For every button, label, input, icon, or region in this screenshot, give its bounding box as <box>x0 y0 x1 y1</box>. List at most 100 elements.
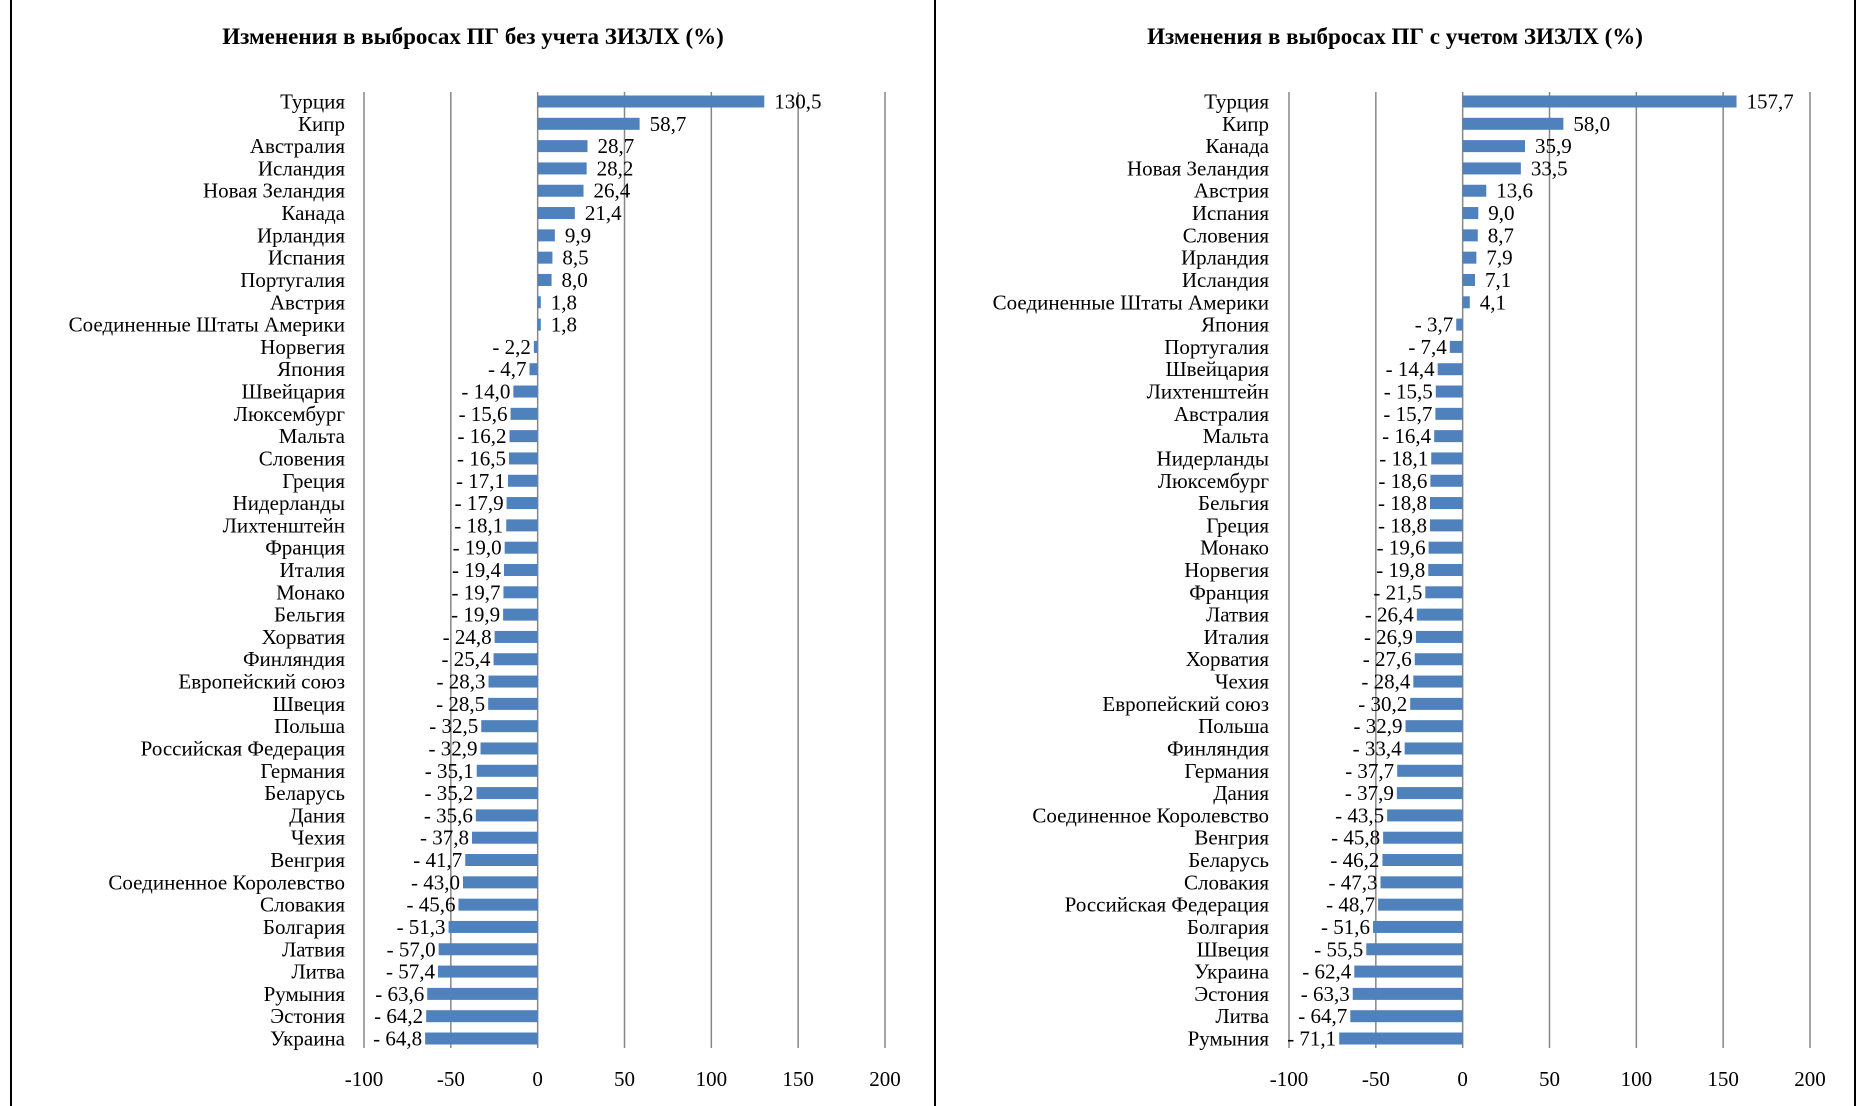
bar <box>1378 898 1463 911</box>
bar <box>1462 229 1478 242</box>
category-label: Португалия <box>240 268 345 292</box>
data-label: 9,0 <box>1488 201 1514 225</box>
category-label: Турция <box>1204 90 1269 114</box>
data-label: - 45,6 <box>406 893 455 917</box>
data-label: - 7,4 <box>1408 335 1447 359</box>
category-label: Лихтенштейн <box>223 513 345 537</box>
bar <box>1449 340 1463 353</box>
data-label: - 33,4 <box>1353 736 1402 760</box>
data-label: - 64,8 <box>373 1027 422 1051</box>
category-label: Германия <box>1184 759 1269 783</box>
category-label: Соединенные Штаты Америки <box>69 313 345 337</box>
bar <box>537 95 765 108</box>
category-label: Греция <box>282 469 345 493</box>
category-label: Кипр <box>1222 112 1269 136</box>
data-label: - 26,9 <box>1364 625 1413 649</box>
data-label: 9,9 <box>565 223 591 247</box>
category-label: Польша <box>1198 714 1270 738</box>
bar <box>462 876 538 889</box>
data-label: - 14,4 <box>1386 357 1435 381</box>
bar <box>1428 541 1463 554</box>
bar <box>537 162 587 175</box>
bar <box>472 831 538 844</box>
data-label: 7,1 <box>1485 268 1511 292</box>
data-label: - 26,4 <box>1365 603 1414 627</box>
bar <box>1430 519 1463 532</box>
data-label: 13,6 <box>1496 179 1533 203</box>
category-label: Япония <box>1201 313 1269 337</box>
bar <box>1339 1032 1463 1045</box>
data-label: - 48,7 <box>1326 893 1375 917</box>
bar <box>437 965 538 978</box>
data-label: - 37,9 <box>1345 781 1394 805</box>
bar <box>1462 273 1475 286</box>
bar <box>494 630 538 643</box>
category-label: Европейский союз <box>1102 692 1269 716</box>
x-tick-label: -100 <box>345 1067 384 1091</box>
data-label: - 24,8 <box>443 625 492 649</box>
category-label: Эстония <box>270 1004 345 1028</box>
bar <box>1462 117 1564 130</box>
bar <box>506 519 538 532</box>
category-label: Хорватия <box>262 625 346 649</box>
category-label: Турция <box>280 90 345 114</box>
bar <box>1431 452 1463 465</box>
category-label: Соединенное Королевство <box>1032 803 1269 827</box>
data-label: - 28,5 <box>436 692 485 716</box>
bar-chart-svg: -100 -50 0 50 100 150 200 Турция 130,5 Кипр 58,7 Ав… <box>69 90 901 1092</box>
category-label: Европейский союз <box>178 670 345 694</box>
data-label: - 45,8 <box>1331 826 1380 850</box>
chart-title: Изменения в выбросах ПГ с учетом ЗИЗЛХ (… <box>1147 24 1643 49</box>
category-label: Литва <box>291 960 345 984</box>
bar-chart-svg: -100 -50 0 50 100 150 200 Турция 157,7 Кипр 58,0 Ка… <box>993 90 1826 1092</box>
data-label: - 25,4 <box>442 647 491 671</box>
category-label: Венгрия <box>1194 826 1269 850</box>
data-label: - 18,6 <box>1378 469 1427 493</box>
category-label: Лихтенштейн <box>1147 380 1269 404</box>
bar <box>503 586 538 599</box>
data-label: 1,8 <box>551 290 577 314</box>
bar <box>533 340 538 353</box>
category-label: Ирландия <box>1181 246 1269 270</box>
data-label: - 15,7 <box>1383 402 1432 426</box>
category-label: Чехия <box>1215 670 1269 694</box>
data-label: 4,1 <box>1480 290 1506 314</box>
data-label: - 19,0 <box>453 536 502 560</box>
bar <box>1434 430 1463 443</box>
bar <box>1462 140 1526 153</box>
bar <box>506 497 538 510</box>
bar <box>1366 943 1463 956</box>
category-label: Эстония <box>1194 982 1269 1006</box>
data-label: - 37,8 <box>420 826 469 850</box>
data-label: - 17,9 <box>455 491 504 515</box>
category-label: Австралия <box>1174 402 1269 426</box>
category-label: Ирландия <box>257 223 345 247</box>
category-label: Словакия <box>1184 870 1269 894</box>
data-label: - 14,0 <box>461 380 510 404</box>
category-label: Российская Федерация <box>141 736 346 760</box>
data-label: - 30,2 <box>1358 692 1407 716</box>
category-label: Дания <box>289 803 345 827</box>
bar <box>1425 586 1463 599</box>
category-label: Норвегия <box>260 335 345 359</box>
data-label: 8,0 <box>562 268 588 292</box>
category-label: Словения <box>1183 223 1270 247</box>
data-label: 58,0 <box>1573 112 1610 136</box>
data-label: 33,5 <box>1531 156 1568 180</box>
data-label: - 27,6 <box>1363 647 1412 671</box>
x-tick-label: 200 <box>1794 1067 1826 1091</box>
category-label: Российская Федерация <box>1065 893 1270 917</box>
data-label: 7,9 <box>1486 246 1512 270</box>
data-label: - 28,4 <box>1361 670 1410 694</box>
bar <box>537 140 588 153</box>
x-tick-label: 200 <box>869 1067 901 1091</box>
bar <box>507 474 538 487</box>
bar <box>1397 764 1463 777</box>
bar <box>1462 251 1477 264</box>
data-label: - 57,0 <box>387 937 436 961</box>
data-label: - 16,5 <box>457 446 506 470</box>
category-label: Украина <box>270 1027 346 1051</box>
category-label: Соединенное Королевство <box>108 870 345 894</box>
bar <box>509 452 538 465</box>
data-label: - 19,6 <box>1377 536 1426 560</box>
